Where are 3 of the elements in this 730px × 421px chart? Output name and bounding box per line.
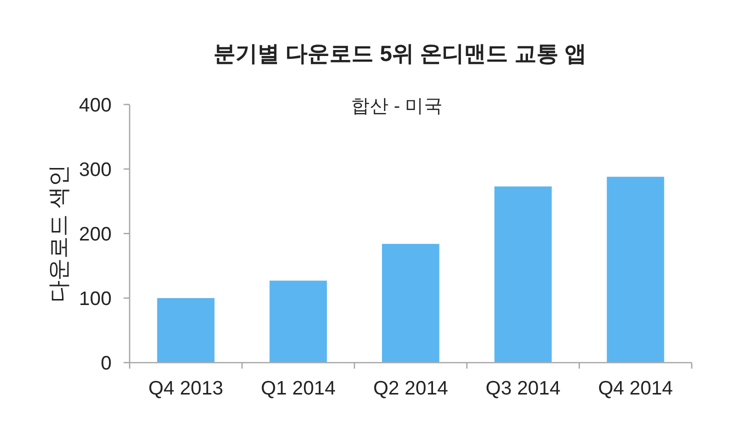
ylabel: 다운로드 색인 (46, 164, 71, 303)
subtitle: 합산 - 미국 (350, 95, 444, 116)
title: 분기별 다운로드 5위 온디맨드 교통 앱 (214, 41, 586, 66)
